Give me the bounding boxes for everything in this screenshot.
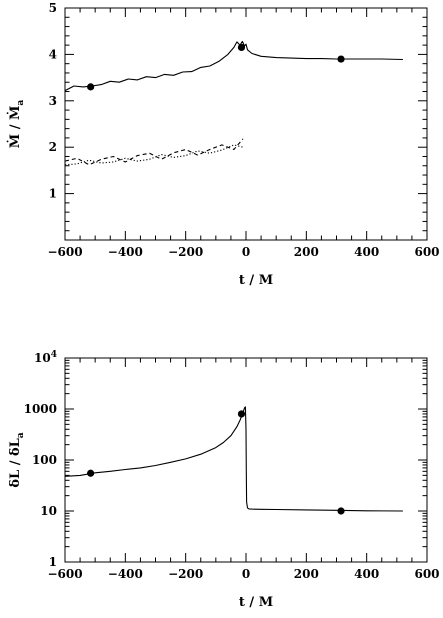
- luminosity-y-tick-label: 100: [32, 453, 57, 467]
- accretion-x-tick-label: −200: [168, 245, 203, 259]
- accretion-series-dotted-line: [64, 144, 244, 166]
- luminosity-y-tick-label: 1000: [24, 402, 57, 416]
- luminosity-y-tick-label: 10: [40, 504, 57, 518]
- accretion-y-axis-label: Ṁ / Ṁa: [7, 100, 26, 149]
- accretion-marker-point: [87, 83, 95, 91]
- accretion-y-tick-label: 5: [49, 1, 57, 15]
- accretion-rate-panel: −600 −400 −200 0 200 400 600 1 2 3 4 5 t / M Ṁ / Ṁa: [7, 1, 440, 288]
- accretion-y-tick-label: 3: [49, 94, 57, 108]
- accretion-x-tick-label: 200: [294, 245, 319, 259]
- luminosity-x-tick-label: −600: [47, 567, 82, 581]
- luminosity-panel: −600 −400 −200 0 200 400 600 1 10 100 1000 104 t / M…: [8, 350, 440, 610]
- accretion-marker-point: [337, 55, 345, 63]
- accretion-x-tick-label: 400: [354, 245, 379, 259]
- luminosity-x-axis-label: t / M: [239, 595, 273, 610]
- luminosity-marker-point: [237, 410, 246, 418]
- luminosity-x-tick-label: −200: [168, 567, 203, 581]
- luminosity-y-tick-label: 1: [49, 555, 57, 569]
- accretion-y-tick-label: 1: [49, 187, 57, 201]
- luminosity-x-tick-label: −400: [108, 567, 143, 581]
- luminosity-series-solid-line: [64, 406, 403, 512]
- accretion-series-solid-line: [64, 40, 403, 92]
- accretion-series-dashed-line: [64, 138, 244, 166]
- accretion-x-tick-label: −600: [47, 245, 82, 259]
- accretion-plot-frame: [64, 7, 428, 241]
- accretion-x-tick-label: 0: [242, 245, 250, 259]
- accretion-y-tick-label: 4: [49, 47, 57, 61]
- luminosity-x-tick-label: 0: [242, 567, 250, 581]
- luminosity-x-tick-label: 200: [294, 567, 319, 581]
- luminosity-marker-point: [337, 507, 345, 515]
- luminosity-x-tick-label: 600: [414, 567, 439, 581]
- accretion-y-tick-label: 2: [49, 140, 57, 154]
- luminosity-y-tick-label: 104: [34, 350, 57, 365]
- accretion-marker-point: [237, 43, 246, 52]
- luminosity-marker-point: [87, 469, 95, 477]
- accretion-x-tick-label: 600: [414, 245, 439, 259]
- luminosity-x-tick-label: 400: [354, 567, 379, 581]
- accretion-x-tick-label: −400: [108, 245, 143, 259]
- luminosity-y-axis-label: δL / δLa: [8, 432, 26, 487]
- accretion-x-axis-label: t / M: [239, 273, 273, 288]
